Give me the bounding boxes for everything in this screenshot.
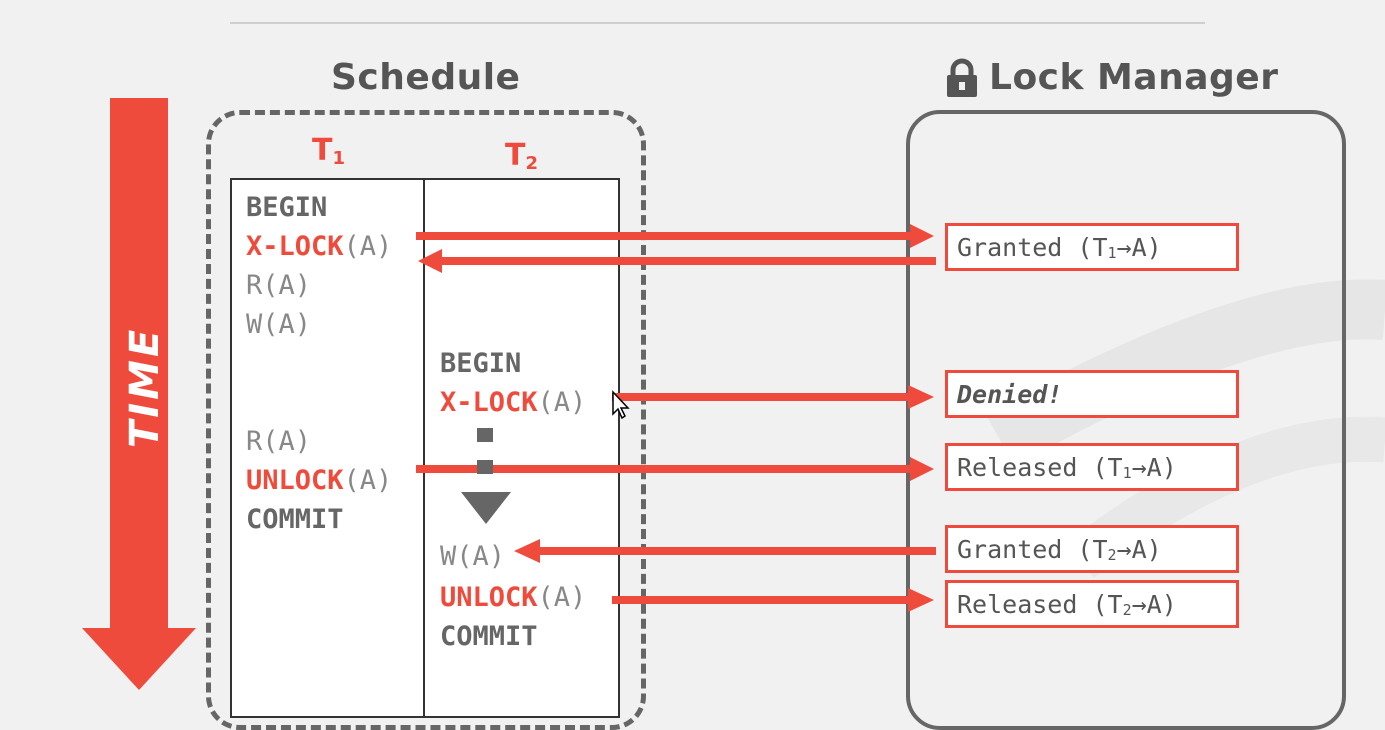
arrow-t1-xlock-request [416,224,934,248]
lock-manager-title-text: Lock Manager [989,57,1279,98]
released-t2-box: Released (T 2 →A) [945,580,1239,628]
t1-read-1: R(A) [246,270,312,301]
header-rule [230,22,1205,24]
t1-header: T1 [312,133,345,169]
lock-manager-title: Lock Manager [945,57,1278,98]
schedule-table [230,178,620,718]
t2-header: T2 [505,138,538,174]
t2-begin: BEGIN [440,348,522,379]
arrow-t2-unlock [612,588,934,612]
t2-write: W(A) [440,541,506,572]
schedule-title: Schedule [331,57,521,98]
t1-commit: COMMIT [246,504,344,535]
arrow-layer [416,224,936,612]
denied-box: Denied! [945,370,1239,418]
time-arrow: TIME [82,98,196,690]
t2-commit: COMMIT [440,621,538,652]
arrow-t1-grant-response [418,249,936,273]
arrow-t1-unlock [416,457,934,481]
t1-unlock: UNLOCK(A) [246,465,393,496]
t1-xlock: X-LOCK(A) [246,231,393,262]
released-t1-box: Released (T 1 →A) [945,443,1239,491]
t1-begin: BEGIN [246,192,328,223]
lock-icon [947,58,977,97]
column-divider [423,178,425,718]
t1-write-1: W(A) [246,309,312,340]
t2-unlock: UNLOCK(A) [440,582,587,613]
t2-xlock: X-LOCK(A) [440,387,587,418]
granted-t1-box: Granted (T 1 →A) [945,223,1239,271]
wait-indicator [461,428,511,524]
time-arrow-shaft [110,98,168,638]
mouse-cursor-icon [612,390,630,420]
granted-t2-box: Granted (T 2 →A) [945,525,1239,573]
time-arrow-head [82,628,196,690]
arrow-t2-xlock-request [612,385,934,409]
arrow-t2-grant-response [514,539,936,563]
time-label: TIME [122,327,168,448]
t1-read-2: R(A) [246,426,312,457]
